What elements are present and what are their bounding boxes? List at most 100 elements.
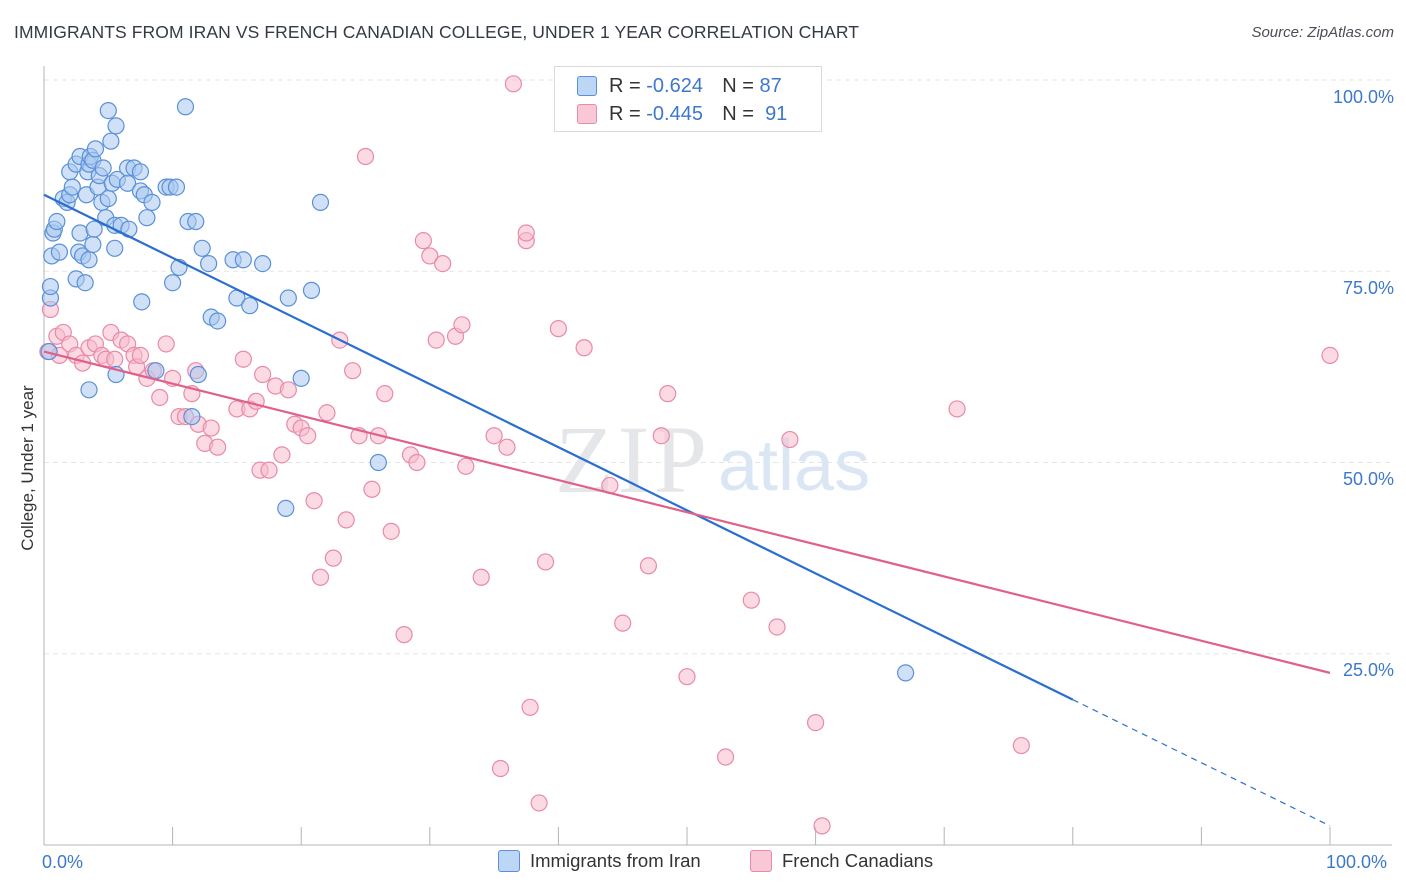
iran-point — [41, 277, 60, 296]
fc-r-value: -0.445 — [646, 102, 703, 125]
french-canadians-point — [151, 388, 169, 407]
fc-legend-swatch — [750, 850, 772, 872]
legend-label: Immigrants from Iran — [530, 850, 701, 871]
iran-point — [277, 499, 295, 517]
french-canadians-point — [1321, 346, 1339, 364]
french-canadians-point — [948, 400, 966, 418]
trend-lines — [43, 193, 1331, 827]
source-label: Source: ZipAtlas.com — [1251, 24, 1394, 41]
iran-point — [279, 289, 297, 307]
french-canadians-point — [356, 147, 375, 166]
french-canadians-point — [344, 362, 362, 380]
french-canadians-point — [575, 339, 593, 357]
iran-point — [106, 239, 124, 257]
iran-point — [80, 381, 98, 399]
french-canadians-point — [485, 427, 503, 445]
iran-point — [164, 274, 182, 292]
y-axis-title: College, Under 1 year — [18, 385, 37, 551]
fc-swatch — [577, 104, 597, 124]
iran-point — [138, 209, 156, 227]
iran-point — [85, 220, 103, 238]
iran-point — [209, 312, 227, 330]
iran-point — [50, 243, 69, 261]
french-canadians-point — [549, 320, 568, 338]
watermark: ZIP atlas — [555, 406, 870, 513]
y-tick-label: 75.0% — [1342, 278, 1394, 298]
iran-point — [63, 178, 81, 196]
french-canadians-point — [517, 224, 535, 242]
french-canadians-point — [678, 668, 696, 686]
iran-n-value: 87 — [759, 74, 782, 97]
french-canadians-point — [813, 817, 831, 835]
french-canadians-point — [491, 759, 510, 778]
iran-point — [40, 342, 58, 361]
iran-point — [369, 453, 387, 472]
french-canadians-point — [639, 557, 658, 575]
iran-trend-line — [43, 193, 1074, 701]
french-canadians-point — [536, 553, 555, 571]
french-canadians-point — [324, 549, 342, 567]
french-canadians-point — [414, 232, 432, 250]
iran-swatch — [577, 76, 597, 96]
french-canadians-point — [254, 365, 272, 384]
stats-legend: R = -0.624 N = 87 R = -0.445 N = 91 — [554, 66, 822, 132]
iran-r-value: -0.624 — [646, 74, 703, 97]
legend-row-french-canadians: R = -0.445 N = 91 — [577, 101, 787, 127]
x-tick-label-min: 0.0% — [42, 852, 84, 872]
french-canadians-point — [202, 419, 220, 437]
french-canadians-point — [106, 350, 124, 368]
iran-point — [167, 178, 186, 196]
r-label: R = — [609, 74, 641, 97]
y-tick-label: 50.0% — [1342, 469, 1394, 489]
french-canadians-point — [457, 457, 475, 475]
iran-point — [193, 239, 211, 257]
french-canadians-point — [234, 350, 252, 368]
french-canadians-point — [318, 404, 336, 422]
chart-title: IMMIGRANTS FROM IRAN VS FRENCH CANADIAN … — [14, 22, 860, 42]
n-label: N = — [722, 74, 754, 97]
y-tick-label: 100.0% — [1332, 87, 1394, 107]
french-canadians-point — [209, 438, 227, 456]
iran-point — [254, 255, 272, 273]
iran-point — [292, 369, 310, 387]
french-canadians-point — [768, 618, 786, 636]
french-canadians-point — [157, 335, 175, 353]
iran-point — [143, 193, 161, 211]
iran-point — [897, 664, 915, 682]
iran-point — [200, 255, 218, 273]
iran-point — [84, 235, 102, 254]
iran-legend-swatch — [498, 850, 520, 872]
watermark-zip: ZIP — [555, 406, 711, 513]
iran-point — [76, 274, 94, 292]
iran-point — [99, 189, 117, 208]
iran-point — [131, 163, 150, 181]
fc-n-value: 91 — [765, 102, 788, 125]
french-canadians-point — [453, 316, 471, 334]
french-canadians-point — [376, 385, 394, 403]
iran-point — [94, 159, 112, 177]
french-canadians-point — [716, 748, 735, 766]
legend-row-iran: R = -0.624 N = 87 — [577, 73, 782, 99]
french-canadians-point — [382, 522, 400, 540]
iran-point — [80, 251, 98, 269]
french-canadians-point — [498, 438, 516, 456]
legend-item-iran: Immigrants from Iran — [498, 850, 701, 872]
iran-point — [147, 362, 165, 380]
french-canadians-point — [311, 568, 330, 586]
iran-point — [189, 365, 207, 384]
iran-point — [107, 117, 125, 135]
n-label: N = — [722, 102, 754, 125]
french-canadians-point — [659, 385, 677, 403]
french-canadians-point — [504, 75, 522, 93]
iran-point — [86, 140, 105, 158]
french-canadians-point — [806, 713, 825, 732]
french-canadians-point — [395, 626, 413, 644]
x-tick-label-max: 100.0% — [1326, 852, 1388, 872]
iran-point — [183, 408, 201, 426]
french-canadians-point — [781, 430, 799, 449]
iran-point — [241, 297, 259, 315]
iran-trend-extension — [1072, 699, 1331, 827]
iran-point — [311, 193, 330, 211]
french-canadians-point — [427, 331, 445, 349]
